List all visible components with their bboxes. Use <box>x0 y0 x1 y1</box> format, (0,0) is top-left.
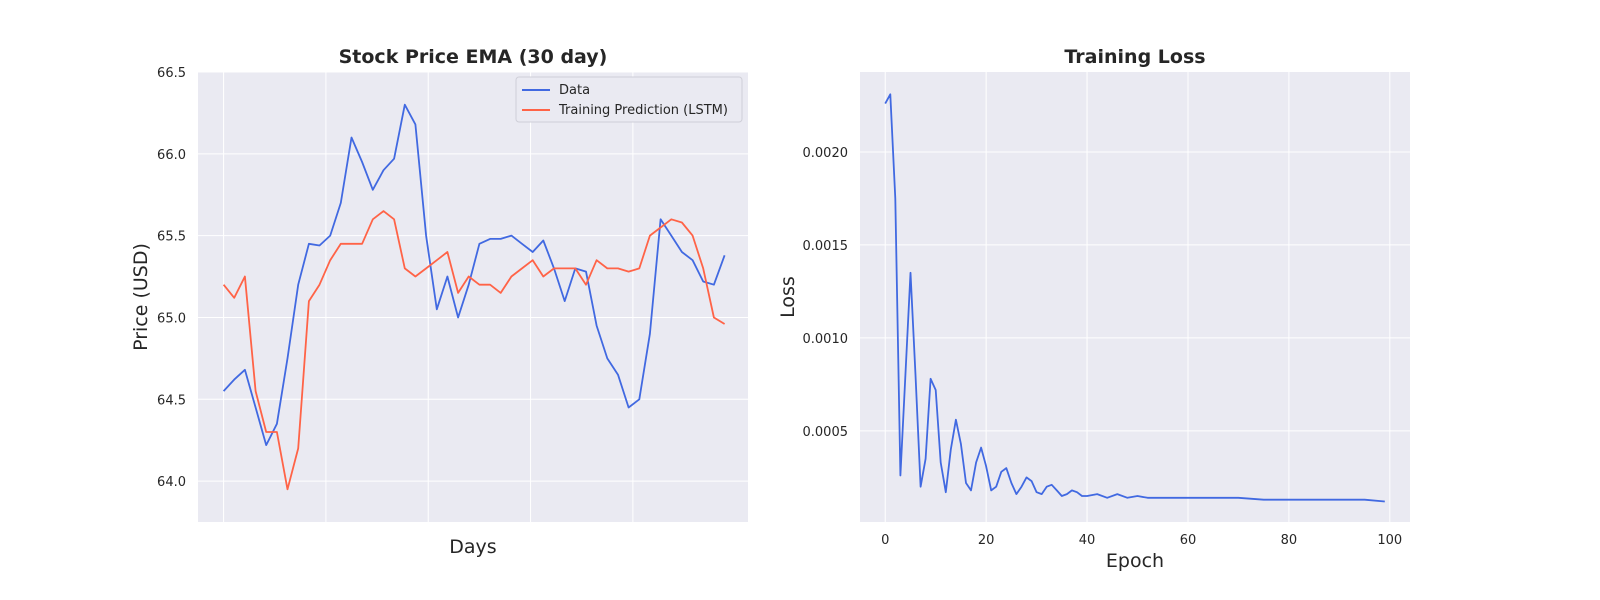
y-axis-label: Price (USD) <box>130 243 152 351</box>
chart-training-loss: 0.0005 0.0010 0.0015 0.0020 0 20 40 60 80 100 Tr… <box>777 46 1410 572</box>
chart-title: Stock Price EMA (30 day) <box>339 46 608 68</box>
y-tick-label: 0.0020 <box>803 146 849 161</box>
series-lines <box>884 93 1385 503</box>
y-tick-label: 65.5 <box>157 230 186 245</box>
legend-label-prediction: Training Prediction (LSTM) <box>558 103 728 118</box>
x-tick-label: 80 <box>1281 533 1298 548</box>
y-tick-label: 65.0 <box>157 311 186 326</box>
x-tick-label: 100 <box>1377 533 1402 548</box>
y-tick-labels: 64.0 64.5 65.0 65.5 66.0 66.5 <box>157 66 186 490</box>
plot-area <box>198 72 748 522</box>
y-tick-label: 66.5 <box>157 66 186 81</box>
legend: Data Training Prediction (LSTM) <box>515 76 743 123</box>
x-tick-label: 0 <box>881 533 889 548</box>
x-tick-labels: 0 20 40 60 80 100 <box>881 533 1402 548</box>
y-tick-label: 66.0 <box>157 148 186 163</box>
y-tick-label: 64.0 <box>157 475 186 490</box>
x-tick-label: 20 <box>978 533 995 548</box>
series-line-prediction <box>222 210 726 491</box>
gridlines <box>198 71 748 522</box>
gridlines <box>860 72 1410 522</box>
x-axis-label: Epoch <box>1106 550 1164 572</box>
y-tick-label: 0.0015 <box>803 239 849 254</box>
x-axis-label: Days <box>449 536 496 558</box>
plot-area <box>860 72 1410 522</box>
legend-box <box>515 76 743 123</box>
series-line-loss <box>884 93 1385 503</box>
y-tick-label: 0.0005 <box>803 425 849 440</box>
x-tick-label: 40 <box>1079 533 1096 548</box>
series-line-data <box>222 103 726 446</box>
series-lines <box>222 103 726 491</box>
legend-label-data: Data <box>559 83 590 98</box>
x-tick-label: 60 <box>1180 533 1197 548</box>
y-tick-labels: 0.0005 0.0010 0.0015 0.0020 <box>803 146 849 440</box>
y-tick-label: 0.0010 <box>803 332 849 347</box>
chart-stock-ema: 64.0 64.5 65.0 65.5 66.0 66.5 Stock Price EMA… <box>130 46 748 558</box>
chart-title: Training Loss <box>1064 46 1205 68</box>
y-tick-label: 64.5 <box>157 393 186 408</box>
y-axis-label: Loss <box>777 276 799 318</box>
